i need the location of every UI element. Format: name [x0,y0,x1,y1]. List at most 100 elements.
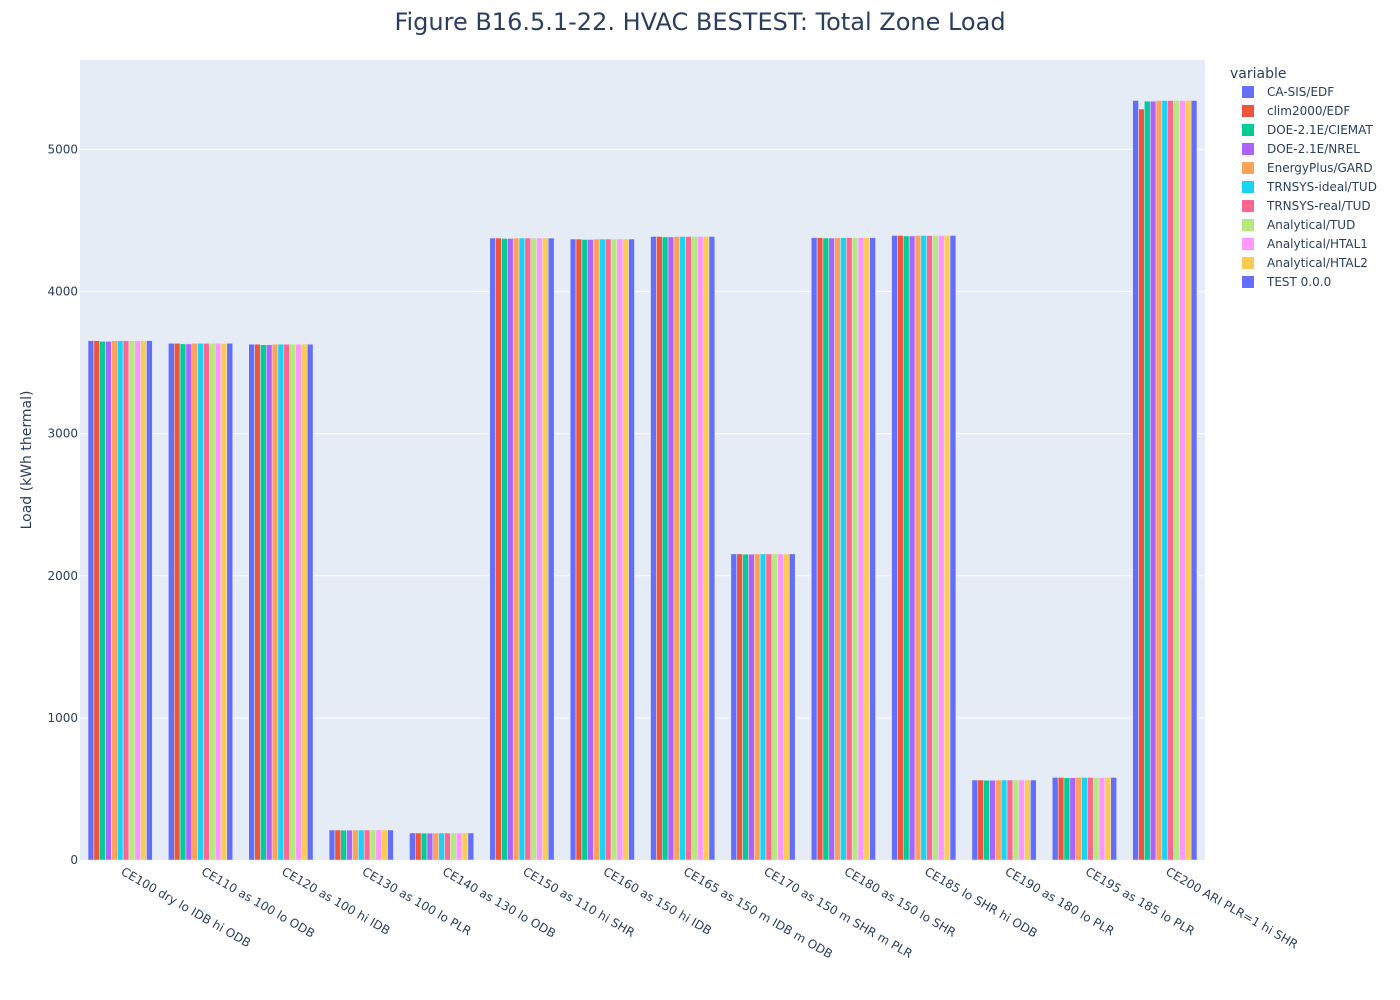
bar[interactable] [1052,777,1059,861]
bar[interactable] [622,238,629,861]
bar[interactable] [1110,777,1117,861]
bar[interactable] [971,779,979,861]
bar[interactable] [846,237,853,861]
bar[interactable] [771,553,778,861]
bar[interactable] [352,829,359,861]
bar[interactable] [816,237,824,861]
bar[interactable] [587,239,594,861]
bar[interactable] [191,343,198,861]
bar[interactable] [461,832,469,861]
legend-item[interactable]: EnergyPlus/GARD [1242,161,1373,175]
bar[interactable] [248,343,255,861]
bar[interactable] [765,553,773,861]
bar[interactable] [1057,777,1065,861]
bar[interactable] [1081,777,1088,861]
bar[interactable] [822,237,830,861]
bar[interactable] [581,239,588,861]
bar[interactable] [943,235,951,861]
bar[interactable] [1000,779,1008,861]
bar[interactable] [1173,100,1180,861]
bar[interactable] [220,343,228,861]
bar[interactable] [1144,100,1151,861]
bar[interactable] [105,341,112,861]
bar[interactable] [209,343,216,861]
bar[interactable] [346,829,353,861]
bar[interactable] [995,779,1002,861]
bar[interactable] [266,344,273,861]
bar[interactable] [197,343,204,861]
bar[interactable] [897,235,904,861]
bar[interactable] [1092,777,1100,861]
bar[interactable] [789,553,796,861]
bar[interactable] [1098,777,1106,861]
bar[interactable] [754,553,761,861]
bar[interactable] [495,237,502,861]
bar[interactable] [536,237,543,861]
bar[interactable] [489,237,496,861]
bar[interactable] [1012,779,1019,861]
bar[interactable] [1069,777,1076,861]
bar[interactable] [254,343,261,861]
bar[interactable] [673,236,681,861]
bar[interactable] [1138,108,1145,861]
bar[interactable] [599,238,606,861]
bar[interactable] [409,832,416,861]
legend-item[interactable]: DOE-2.1E/CIEMAT [1242,123,1373,137]
bar[interactable] [438,832,445,861]
bar[interactable] [203,343,210,861]
bar[interactable] [306,343,314,861]
legend-item[interactable]: Analytical/HTAL1 [1242,237,1368,251]
bar[interactable] [828,237,835,861]
bar[interactable] [518,237,526,861]
bar[interactable] [507,238,514,861]
bar[interactable] [1161,100,1168,861]
bar[interactable] [569,238,577,861]
bar[interactable] [122,340,130,861]
bar[interactable] [450,832,457,861]
bar[interactable] [1087,777,1094,861]
bar[interactable] [908,235,916,861]
legend-item[interactable]: TEST 0.0.0 [1242,275,1331,289]
bar[interactable] [610,238,618,861]
legend-item[interactable]: Analytical/TUD [1242,218,1355,232]
bar[interactable] [358,829,365,861]
bar[interactable] [1155,100,1163,861]
bar[interactable] [334,829,342,861]
bar[interactable] [593,238,600,861]
bar[interactable] [1167,100,1174,861]
bar[interactable] [857,237,865,861]
bar[interactable] [501,238,508,861]
bar[interactable] [260,344,267,861]
bar[interactable] [691,236,698,861]
bar[interactable] [730,553,737,861]
bar[interactable] [977,779,984,861]
bar[interactable] [708,236,716,861]
bar[interactable] [134,340,141,861]
bar[interactable] [173,343,181,861]
bar[interactable] [702,236,710,861]
bar[interactable] [295,343,302,861]
bar[interactable] [834,237,841,861]
bar[interactable] [455,832,463,861]
bar[interactable] [117,340,124,861]
bar[interactable] [938,235,945,861]
bar[interactable] [811,237,818,861]
bar[interactable] [1179,100,1186,861]
bar[interactable] [87,340,95,861]
bar[interactable] [983,780,990,861]
bar[interactable] [524,237,531,861]
legend-item[interactable]: DOE-2.1E/NREL [1242,142,1360,156]
bar[interactable] [667,236,675,861]
bar[interactable] [932,235,939,861]
bar[interactable] [214,343,222,861]
bar[interactable] [616,238,624,861]
bar[interactable] [340,829,347,861]
bar[interactable] [328,829,336,861]
bar[interactable] [840,237,847,861]
legend-item[interactable]: TRNSYS-ideal/TUD [1242,180,1377,194]
bar[interactable] [989,780,996,861]
bar[interactable] [426,832,434,861]
bar[interactable] [656,236,663,861]
bar[interactable] [1018,779,1025,861]
bar[interactable] [650,236,657,861]
